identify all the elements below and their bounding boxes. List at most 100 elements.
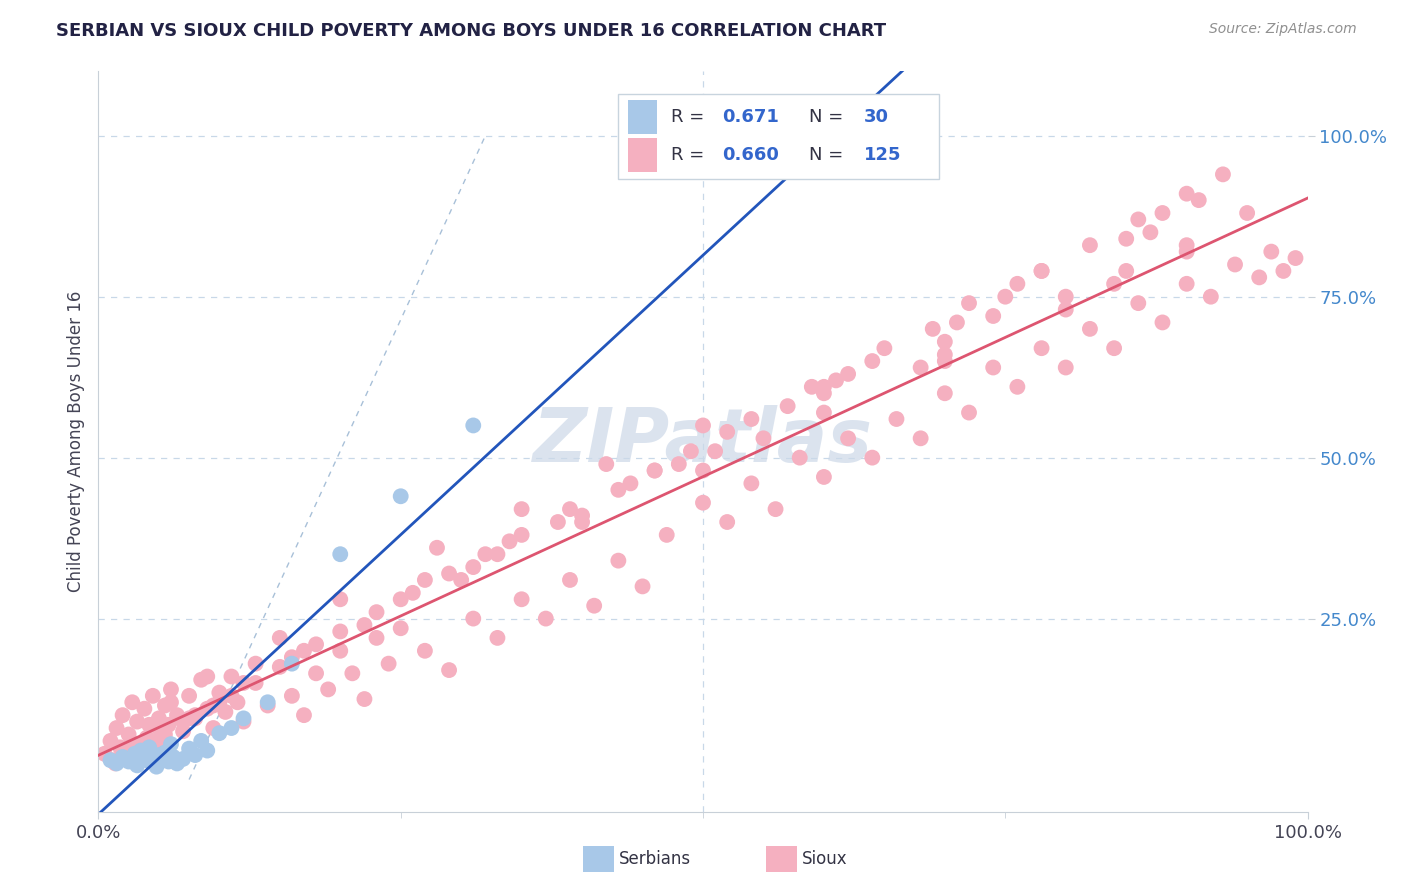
Point [934,348,956,362]
Point [1188,193,1211,207]
Point [129,743,152,757]
Point [679,444,702,458]
Point [118,755,141,769]
Point [111,750,134,764]
Point [124,737,146,751]
Point [1223,258,1246,272]
Text: Serbians: Serbians [619,850,690,868]
Point [208,685,231,699]
Point [377,657,399,671]
Point [510,528,533,542]
Point [138,740,160,755]
Point [184,711,207,725]
Point [934,386,956,401]
Text: Source: ZipAtlas.com: Source: ZipAtlas.com [1209,22,1357,37]
Point [402,586,425,600]
Point [104,756,127,771]
Point [607,554,630,568]
Point [765,502,787,516]
Point [145,737,167,751]
Point [232,676,254,690]
Point [1054,290,1077,304]
Point [873,341,896,355]
Point [474,547,496,561]
Point [825,373,848,387]
Point [1007,277,1029,291]
Point [1115,232,1137,246]
Point [486,631,509,645]
Point [160,682,183,697]
Point [221,721,243,735]
Point [329,592,352,607]
Point [160,737,183,751]
Point [498,534,520,549]
Point [389,592,412,607]
Point [510,502,533,516]
Point [184,708,207,723]
Point [366,631,388,645]
Bar [628,101,657,135]
Point [413,644,436,658]
Point [426,541,449,555]
Point [1260,244,1282,259]
Point [148,721,170,735]
Point [142,689,165,703]
Point [1078,238,1101,252]
Point [1128,296,1150,310]
Point [195,702,218,716]
Point [463,560,485,574]
Point [153,746,176,760]
Point [910,431,932,445]
Point [510,592,533,607]
Text: SERBIAN VS SIOUX CHILD POVERTY AMONG BOYS UNDER 16 CORRELATION CHART: SERBIAN VS SIOUX CHILD POVERTY AMONG BOY… [56,22,886,40]
Point [813,470,835,484]
Point [232,714,254,729]
Point [226,695,249,709]
Point [595,457,617,471]
Point [981,309,1004,323]
Point [105,756,128,771]
Point [179,689,201,703]
Point [957,296,980,310]
Point [190,673,212,687]
Text: 30: 30 [863,109,889,127]
Point [281,689,304,703]
Point [114,747,136,761]
Point [179,711,201,725]
Point [1212,167,1234,181]
Point [1031,264,1053,278]
Point [583,599,606,613]
Point [571,508,593,523]
Point [245,657,267,671]
Point [162,750,184,764]
Point [208,726,231,740]
Point [281,650,304,665]
Point [1031,264,1053,278]
Point [716,425,738,439]
Point [100,734,122,748]
Point [1054,360,1077,375]
Point [208,695,231,709]
Point [195,743,218,757]
Point [389,489,412,503]
Point [1272,264,1295,278]
Point [269,660,291,674]
Point [1199,290,1222,304]
Point [190,734,212,748]
Point [305,666,328,681]
Point [994,290,1017,304]
Point [124,743,146,757]
Point [269,631,291,645]
Point [813,380,835,394]
Point [179,741,201,756]
Point [413,573,436,587]
Text: ZIPatlas: ZIPatlas [533,405,873,478]
Point [166,756,188,771]
Point [329,547,352,561]
Point [232,711,254,725]
Point [135,734,157,748]
Point [740,412,762,426]
Point [124,747,146,761]
Point [1152,315,1174,329]
Point [135,753,157,767]
